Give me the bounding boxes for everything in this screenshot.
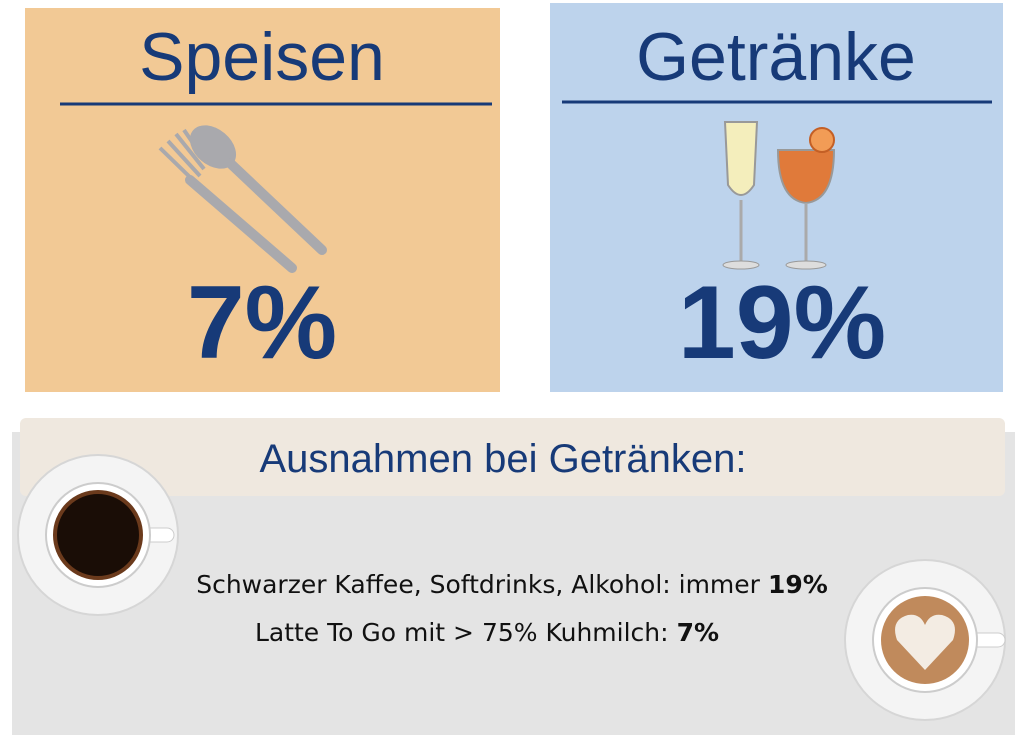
- exception-rate: 7%: [677, 618, 719, 647]
- exception-line: Schwarzer Kaffee, Softdrinks, Alkohol: i…: [196, 570, 828, 599]
- black-coffee-icon: [17, 454, 179, 616]
- drinks-panel: [550, 3, 1003, 392]
- drinks-rate: 19%: [678, 265, 886, 381]
- exception-rate: 19%: [768, 570, 828, 599]
- exception-line: Latte To Go mit > 75% Kuhmilch: 7%: [255, 618, 719, 647]
- exception-text: Schwarzer Kaffee, Softdrinks, Alkohol: i…: [196, 570, 760, 599]
- cutlery-icon: [158, 125, 327, 273]
- drinks-title: Getränke: [636, 19, 916, 95]
- food-title: Speisen: [139, 19, 385, 95]
- food-rate: 7%: [187, 265, 337, 381]
- exception-text: Latte To Go mit > 75% Kuhmilch:: [255, 618, 669, 647]
- glasses-icon: [722, 121, 836, 270]
- exceptions-header: [20, 418, 1005, 496]
- latte-icon: [844, 559, 1006, 721]
- exceptions-heading: Ausnahmen bei Getränken:: [260, 437, 747, 481]
